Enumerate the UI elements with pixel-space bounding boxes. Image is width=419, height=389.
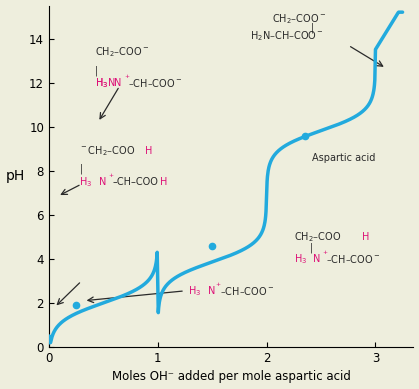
Text: H$_3$: H$_3$	[188, 284, 202, 298]
Text: $\mathregular{H_3N}$: $\mathregular{H_3N}$	[95, 76, 115, 89]
Text: –CH–COO$^-$: –CH–COO$^-$	[128, 77, 183, 89]
Text: |: |	[310, 22, 314, 33]
Text: |: |	[95, 65, 98, 76]
Text: CH$_2$–COO$^-$: CH$_2$–COO$^-$	[95, 45, 149, 59]
Text: –CH–COO$^-$: –CH–COO$^-$	[326, 253, 381, 265]
Text: H: H	[160, 177, 167, 187]
Text: $^+$: $^+$	[215, 282, 222, 291]
Text: N: N	[99, 177, 106, 187]
Text: $^+$: $^+$	[321, 250, 328, 259]
Text: |: |	[79, 163, 83, 174]
Text: H$_3$: H$_3$	[95, 76, 108, 89]
Text: H: H	[145, 146, 152, 156]
Text: $^+$: $^+$	[106, 173, 114, 182]
Text: Aspartic acid: Aspartic acid	[312, 152, 375, 163]
Text: H$_3$: H$_3$	[79, 175, 93, 189]
Text: N: N	[208, 286, 215, 296]
Text: H$_2$N–CH–COO$^-$: H$_2$N–CH–COO$^-$	[250, 30, 324, 43]
Text: $^+$: $^+$	[123, 74, 131, 83]
Text: CH$_2$–COO$^-$: CH$_2$–COO$^-$	[272, 12, 326, 26]
Text: $^-$CH$_2$–COO: $^-$CH$_2$–COO	[79, 144, 136, 158]
Text: CH$_2$–COO: CH$_2$–COO	[294, 230, 341, 244]
Text: N: N	[114, 78, 122, 88]
Text: |: |	[310, 243, 313, 253]
Text: N: N	[313, 254, 321, 264]
Text: –CH–COO: –CH–COO	[112, 177, 158, 187]
X-axis label: Moles OH⁻ added per mole aspartic acid: Moles OH⁻ added per mole aspartic acid	[112, 370, 351, 384]
Text: H$_3$: H$_3$	[294, 252, 307, 266]
Y-axis label: pH: pH	[5, 169, 25, 183]
Text: H: H	[362, 232, 370, 242]
Text: –CH–COO$^-$: –CH–COO$^-$	[220, 285, 274, 297]
